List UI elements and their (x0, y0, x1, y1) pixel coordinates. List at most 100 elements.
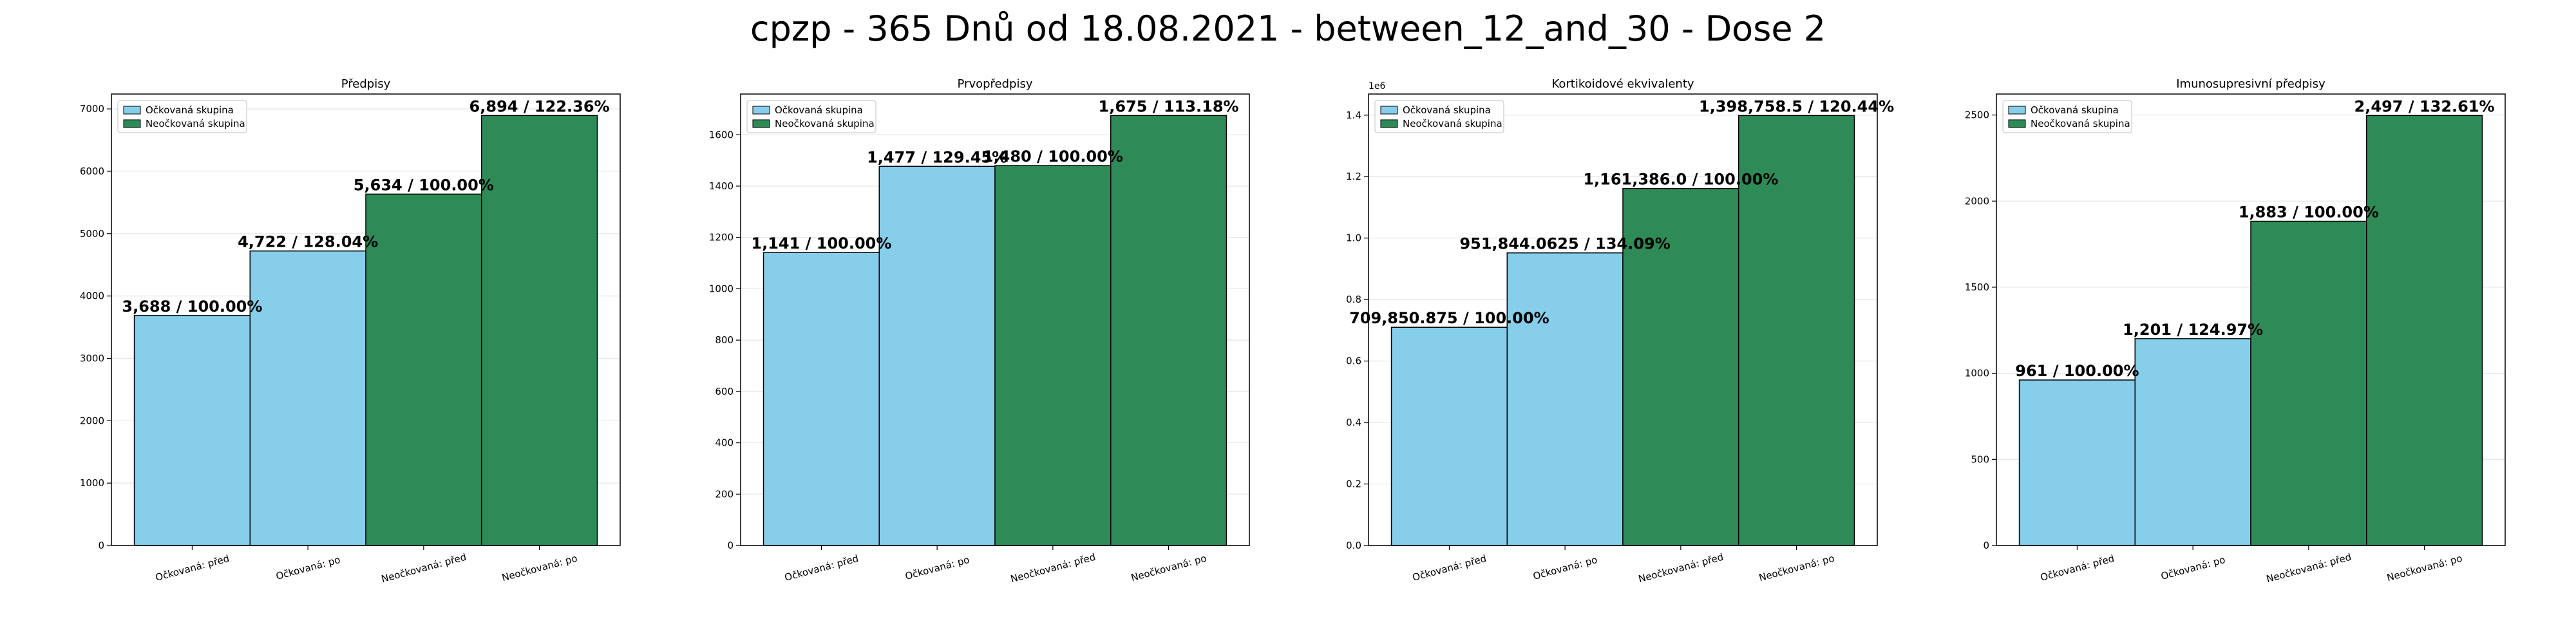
data-label: 5,634 / 100.00% (354, 176, 494, 194)
legend-swatch (752, 106, 770, 115)
y-tick-label: 0.8 (1346, 294, 1361, 305)
bar (2134, 338, 2251, 546)
data-label: 709,850.875 / 100.00% (1349, 309, 1549, 327)
axes-frame (111, 93, 621, 546)
bar (2250, 220, 2367, 546)
bar (1506, 252, 1624, 546)
legend-box (1374, 100, 1504, 133)
y-tick-label: 400 (715, 437, 734, 449)
bar (1738, 115, 1855, 546)
bar (2365, 115, 2483, 546)
y-tick-label: 3000 (80, 352, 104, 364)
bar (2018, 379, 2136, 546)
y-tick-label: 0 (1983, 540, 1989, 551)
legend-box (117, 100, 247, 133)
legend-label: Neočkovaná skupina (146, 118, 245, 129)
legend-label: Neočkovaná skupina (1403, 118, 1502, 129)
chart-panel-2: 1,141 / 100.00% 1,477 / 129.45%1,480 / 10… (709, 77, 1250, 585)
x-tick-label: Neočkovaná: před (1637, 551, 1725, 585)
x-tick-label: Očkovaná: před (154, 553, 231, 583)
legend: Očkovaná skupina Neočkovaná skupina (1374, 100, 1504, 133)
y-tick-label: 0 (98, 540, 104, 551)
legend-label: Očkovaná skupina (146, 104, 234, 116)
data-label: 1,398,758.5 / 120.44% (1699, 97, 1894, 115)
y-tick-label: 7000 (80, 103, 104, 115)
figure-title: cpzp - 365 Dnů od 18.08.2021 - between_1… (750, 8, 1826, 49)
y-tick-label: 1.0 (1346, 232, 1361, 244)
legend-swatch (123, 119, 141, 128)
data-label: 1,883 / 100.00% (2239, 204, 2379, 222)
x-tick-label: Neočkovaná: po (1757, 553, 1835, 584)
x-tick-label: Očkovaná: po (274, 554, 341, 582)
bar (365, 193, 482, 546)
y-tick-label: 0.0 (1346, 540, 1361, 551)
legend-swatch (1380, 119, 1398, 128)
legend-swatch (752, 119, 770, 128)
y-tick-label: 0.6 (1346, 355, 1361, 367)
y-tick-label: 4000 (80, 290, 104, 302)
y-tick-label: 800 (715, 334, 734, 346)
x-tick-label: Očkovaná: před (1411, 553, 1488, 583)
x-tick-label: Neočkovaná: před (380, 551, 468, 585)
y-tick-label: 1000 (709, 283, 734, 294)
subplot-title: Předpisy (341, 77, 391, 91)
axes-frame (1996, 93, 2506, 546)
subplot-title: Prvopředpisy (958, 77, 1033, 91)
y-tick-label: 0.4 (1346, 417, 1361, 428)
y-tick-label: 0 (727, 540, 734, 551)
data-label: 1,161,386.0 / 100.00% (1583, 171, 1778, 189)
x-tick-label: Neočkovaná: po (500, 553, 578, 584)
axes-frame (740, 93, 1250, 546)
data-label: 3,688 / 100.00% (122, 298, 262, 316)
data-label: 1,675 / 113.18% (1099, 97, 1239, 115)
bar (1390, 327, 1508, 546)
data-label: 1,477 / 129.45% (867, 148, 1007, 166)
legend-label: Neočkovaná skupina (2031, 118, 2130, 129)
y-tick-label: 1600 (709, 129, 734, 140)
y-tick-label: 1500 (1965, 281, 1989, 293)
x-tick-label: Očkovaná: před (783, 553, 860, 583)
bar (1110, 115, 1227, 546)
bar (133, 315, 251, 546)
y-tick-label: 1.2 (1346, 171, 1361, 182)
x-tick-label: Neočkovaná: po (2385, 553, 2463, 584)
data-label: 4,722 / 128.04% (238, 233, 378, 251)
x-tick-label: Očkovaná: po (1531, 554, 1598, 582)
y-tick-label: 0.2 (1346, 478, 1361, 490)
y-tick-label: 1000 (80, 477, 104, 489)
axis-exponent: 1e6 (1368, 81, 1386, 91)
y-tick-label: 1000 (1965, 368, 1989, 379)
data-label: 6,894 / 122.36% (469, 97, 610, 115)
y-tick-label: 1200 (709, 232, 734, 243)
legend-swatch (2008, 106, 2026, 115)
y-tick-label: 5000 (80, 228, 104, 240)
y-tick-label: 6000 (80, 166, 104, 177)
chart-panel-3: 709,850.875 / 100.00% 951,844.0625 / 134.… (1346, 77, 1894, 585)
y-tick-label: 1400 (709, 180, 734, 192)
y-tick-label: 500 (1971, 453, 1989, 465)
chart-panel-4: 961 / 100.00% 1,201 / 124.97% 1,883 / 100.… (1965, 77, 2506, 585)
x-tick-label: Neočkovaná: před (2265, 551, 2353, 585)
y-tick-label: 2000 (80, 415, 104, 426)
x-tick-label: Neočkovaná: po (1130, 553, 1208, 584)
data-label: 951,844.0625 / 134.09% (1459, 235, 1670, 253)
bar (994, 165, 1112, 546)
axes-frame (1368, 93, 1878, 546)
x-tick-label: Očkovaná: před (2039, 553, 2116, 583)
bar (480, 115, 598, 546)
legend-label: Očkovaná skupina (775, 104, 863, 116)
y-tick-label: 2500 (1965, 109, 1989, 121)
legend-label: Očkovaná skupina (1403, 104, 1491, 116)
y-tick-label: 200 (715, 488, 734, 500)
subplot-title: Kortikoidové ekvivalenty (1551, 77, 1694, 91)
data-label: 1,201 / 124.97% (2123, 321, 2263, 339)
legend: Očkovaná skupina Neočkovaná skupina (117, 100, 247, 133)
subplot-title: Imunosupresivní předpisy (2176, 77, 2325, 91)
x-tick-label: Očkovaná: po (2159, 554, 2226, 582)
y-tick-label: 600 (715, 386, 734, 397)
x-tick-label: Očkovaná: po (904, 554, 971, 582)
data-label: 1,141 / 100.00% (751, 234, 891, 252)
bar (249, 250, 366, 546)
legend-swatch (2008, 119, 2026, 128)
